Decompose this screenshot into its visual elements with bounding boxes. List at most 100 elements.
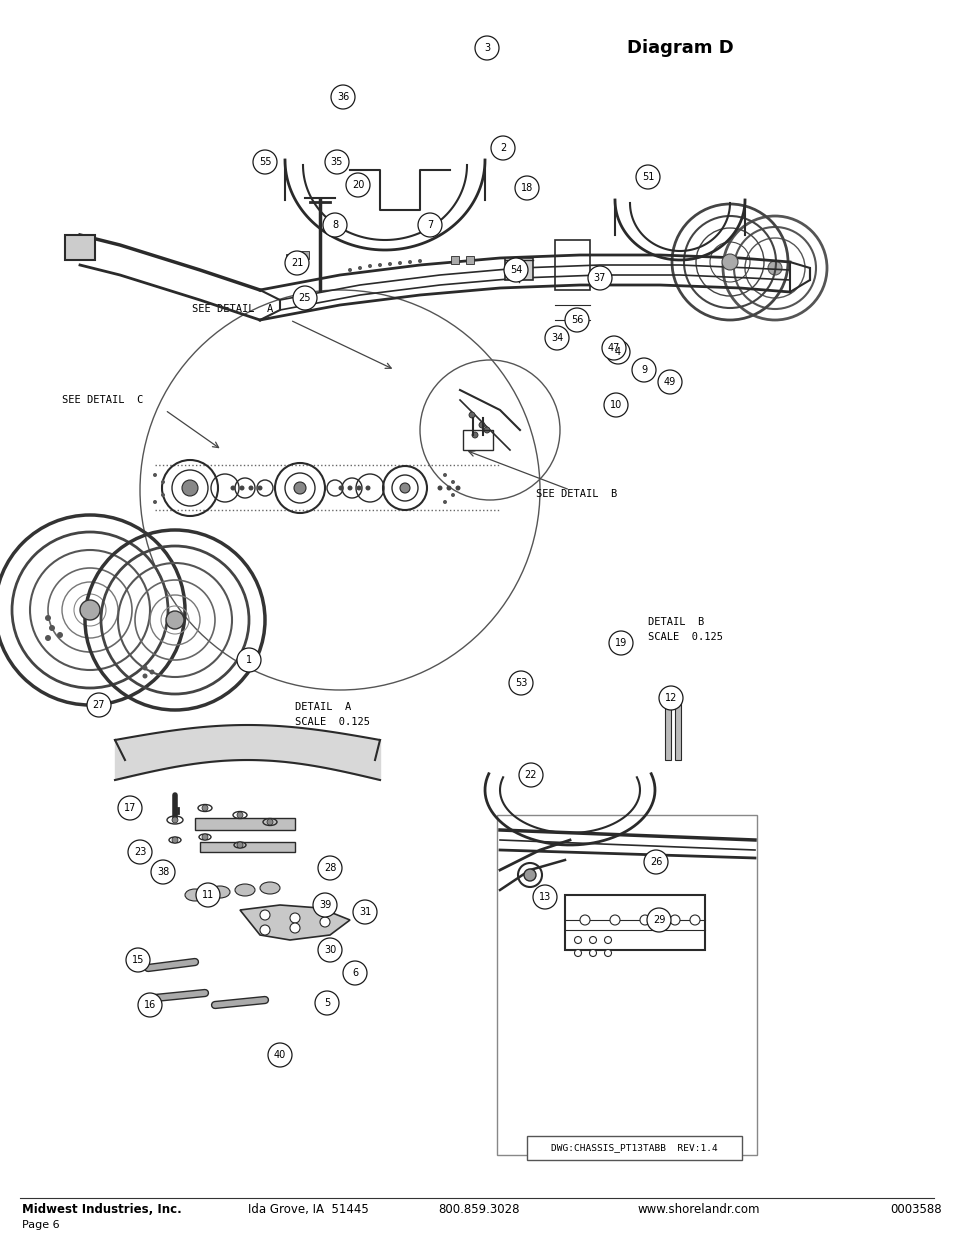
Circle shape xyxy=(248,485,253,490)
Circle shape xyxy=(689,915,700,925)
Text: SEE DETAIL  B: SEE DETAIL B xyxy=(536,489,617,499)
Circle shape xyxy=(564,308,588,332)
Circle shape xyxy=(267,819,273,825)
Circle shape xyxy=(195,883,220,906)
Bar xyxy=(462,430,493,450)
Circle shape xyxy=(353,900,376,924)
Text: 1: 1 xyxy=(246,655,252,664)
Circle shape xyxy=(469,412,475,417)
Text: 30: 30 xyxy=(323,945,335,955)
Circle shape xyxy=(87,693,111,718)
Text: 2: 2 xyxy=(499,143,506,153)
Text: 22: 22 xyxy=(524,769,537,781)
Text: 34: 34 xyxy=(550,333,562,343)
Text: SEE DETAIL  C: SEE DETAIL C xyxy=(62,395,143,405)
Text: 47: 47 xyxy=(607,343,619,353)
Circle shape xyxy=(451,480,455,484)
Circle shape xyxy=(118,797,142,820)
Bar xyxy=(564,895,704,950)
Circle shape xyxy=(631,358,656,382)
Circle shape xyxy=(126,948,150,972)
Circle shape xyxy=(260,925,270,935)
Circle shape xyxy=(150,669,154,674)
Circle shape xyxy=(257,485,262,490)
Bar xyxy=(194,818,294,830)
Text: 7: 7 xyxy=(426,220,433,230)
Circle shape xyxy=(397,261,401,266)
Circle shape xyxy=(669,915,679,925)
Text: 31: 31 xyxy=(358,906,371,918)
Ellipse shape xyxy=(185,889,205,902)
Bar xyxy=(664,700,670,760)
Circle shape xyxy=(357,266,361,270)
Circle shape xyxy=(605,340,629,364)
Circle shape xyxy=(80,600,100,620)
Circle shape xyxy=(608,631,633,655)
Circle shape xyxy=(338,485,343,490)
Text: SEE DETAIL  A: SEE DETAIL A xyxy=(192,304,273,314)
Circle shape xyxy=(533,885,557,909)
Circle shape xyxy=(455,485,460,490)
Circle shape xyxy=(343,961,367,986)
Circle shape xyxy=(475,36,498,61)
Circle shape xyxy=(574,950,581,956)
Circle shape xyxy=(236,648,261,672)
Text: 27: 27 xyxy=(92,700,105,710)
Circle shape xyxy=(49,625,55,631)
Text: Page 6: Page 6 xyxy=(22,1220,59,1230)
Circle shape xyxy=(478,422,484,429)
Text: Ida Grove, IA  51445: Ida Grove, IA 51445 xyxy=(248,1203,369,1216)
Circle shape xyxy=(290,923,299,932)
Circle shape xyxy=(377,263,381,267)
Text: DWG:CHASSIS_PT13TABB  REV:1.4: DWG:CHASSIS_PT13TABB REV:1.4 xyxy=(550,1144,717,1152)
Text: 28: 28 xyxy=(323,863,335,873)
Text: 9: 9 xyxy=(640,366,646,375)
Bar xyxy=(555,240,589,290)
Circle shape xyxy=(437,485,442,490)
Circle shape xyxy=(604,936,611,944)
Text: 12: 12 xyxy=(664,693,677,703)
Circle shape xyxy=(643,850,667,874)
Bar xyxy=(526,1136,741,1160)
Text: 38: 38 xyxy=(156,867,169,877)
Circle shape xyxy=(45,635,51,641)
Circle shape xyxy=(721,254,738,270)
Text: 39: 39 xyxy=(318,900,331,910)
Circle shape xyxy=(161,493,165,496)
Circle shape xyxy=(515,177,538,200)
Text: 10: 10 xyxy=(609,400,621,410)
Circle shape xyxy=(601,336,625,359)
Circle shape xyxy=(236,842,243,848)
Text: 5: 5 xyxy=(323,998,330,1008)
Circle shape xyxy=(483,427,490,433)
Circle shape xyxy=(293,287,316,310)
Circle shape xyxy=(142,666,148,671)
Text: 18: 18 xyxy=(520,183,533,193)
Circle shape xyxy=(142,673,148,678)
Bar xyxy=(675,700,680,760)
Circle shape xyxy=(446,485,451,490)
Circle shape xyxy=(356,485,361,490)
Circle shape xyxy=(138,993,162,1016)
Text: 25: 25 xyxy=(298,293,311,303)
Circle shape xyxy=(319,918,330,927)
Text: 23: 23 xyxy=(133,847,146,857)
Circle shape xyxy=(152,500,157,504)
Bar xyxy=(497,815,757,1155)
Text: 4: 4 xyxy=(615,347,620,357)
Circle shape xyxy=(323,212,347,237)
Text: 36: 36 xyxy=(336,91,349,103)
Circle shape xyxy=(503,258,527,282)
Text: Midwest Industries, Inc.: Midwest Industries, Inc. xyxy=(22,1203,182,1216)
Text: 19: 19 xyxy=(615,638,626,648)
Circle shape xyxy=(636,165,659,189)
Text: 53: 53 xyxy=(515,678,527,688)
Circle shape xyxy=(313,893,336,918)
Circle shape xyxy=(579,915,589,925)
Text: 26: 26 xyxy=(649,857,661,867)
Circle shape xyxy=(314,990,338,1015)
Circle shape xyxy=(202,834,208,840)
Circle shape xyxy=(182,480,198,496)
Circle shape xyxy=(587,266,612,290)
Text: 56: 56 xyxy=(570,315,582,325)
